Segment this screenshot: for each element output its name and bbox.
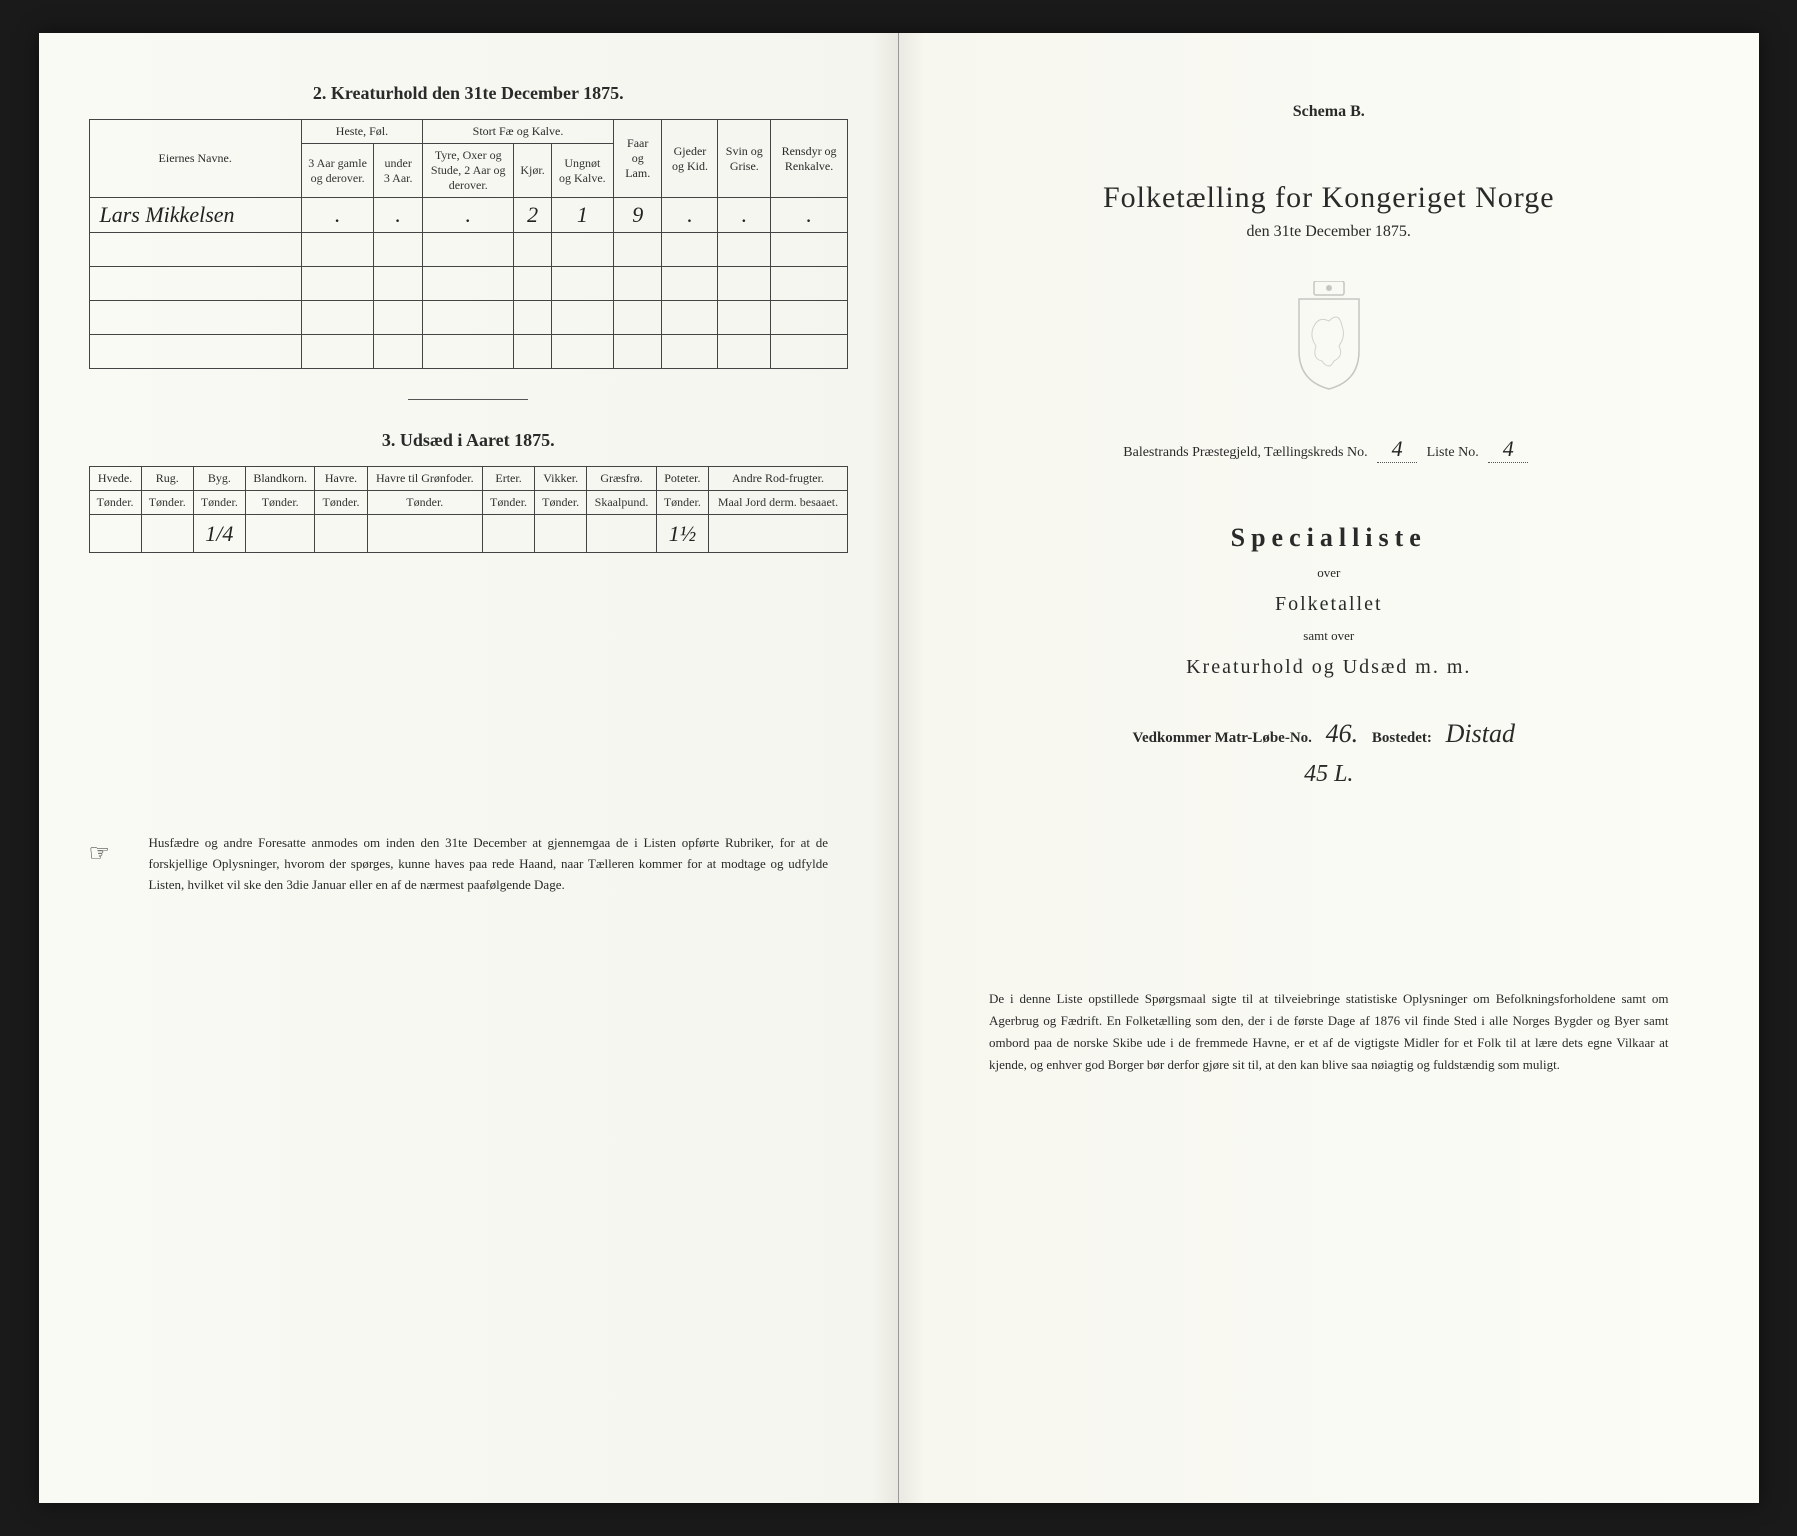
cell <box>708 515 847 553</box>
schema-label: Schema B. <box>949 103 1709 121</box>
table-header-row: Eiernes Navne. Heste, Føl. Stort Fæ og K… <box>89 120 848 144</box>
unit: Tønder. <box>193 491 245 515</box>
unit: Tønder. <box>535 491 587 515</box>
table-row <box>89 301 848 335</box>
cell: . <box>301 198 373 233</box>
sub-cattle-2: Kjør. <box>514 144 551 198</box>
section2-title: 2. Kreaturhold den 31te December 1875. <box>89 83 849 104</box>
cell: . <box>662 198 718 233</box>
sub-cattle-1: Tyre, Oxer og Stude, 2 Aar og derover. <box>423 144 514 198</box>
col: Havre til Grønfoder. <box>367 467 482 491</box>
district-prefix: Balestrands Præstegjeld, Tællingskreds N… <box>1123 445 1367 460</box>
district-no: 4 <box>1377 436 1417 463</box>
bosted-label: Bostedet: <box>1372 730 1432 746</box>
pointing-hand-icon: ☞ <box>89 835 111 873</box>
cell <box>587 515 657 553</box>
col: Rug. <box>141 467 193 491</box>
matr-value: 46. <box>1326 719 1359 748</box>
unit: Maal Jord derm. besaaet. <box>708 491 847 515</box>
cell <box>315 515 367 553</box>
document-scan: 2. Kreaturhold den 31te December 1875. E… <box>39 33 1759 1503</box>
coat-of-arms-icon <box>949 281 1709 396</box>
specialliste-title: Specialliste <box>949 523 1709 553</box>
table-header-row: Hvede. Rug. Byg. Blandkorn. Havre. Havre… <box>89 467 848 491</box>
unit: Tønder. <box>141 491 193 515</box>
matr-label: Vedkommer Matr-Løbe-No. <box>1132 730 1311 746</box>
col: Andre Rod-frugter. <box>708 467 847 491</box>
kreatur-label: Kreaturhold og Udsæd m. m. <box>949 656 1709 679</box>
bosted-value: Distad <box>1446 719 1515 748</box>
cell: . <box>374 198 423 233</box>
right-footnote: De i denne Liste opstillede Spørgsmaal s… <box>949 988 1709 1076</box>
col-owner-name: Eiernes Navne. <box>89 120 301 198</box>
unit: Tønder. <box>656 491 708 515</box>
cell: 1½ <box>656 515 708 553</box>
table-row: 1/4 1½ <box>89 515 848 553</box>
col: Blandkorn. <box>245 467 315 491</box>
cell <box>535 515 587 553</box>
section3-title: 3. Udsæd i Aaret 1875. <box>89 430 849 451</box>
list-label: Liste No. <box>1427 445 1479 460</box>
subtitle: den 31te December 1875. <box>949 223 1709 241</box>
unit: Tønder. <box>315 491 367 515</box>
left-page: 2. Kreaturhold den 31te December 1875. E… <box>39 33 900 1503</box>
unit: Skaalpund. <box>587 491 657 515</box>
col: Poteter. <box>656 467 708 491</box>
table-row: Lars Mikkelsen . . . 2 1 9 . . . <box>89 198 848 233</box>
cell: . <box>718 198 771 233</box>
cell: 2 <box>514 198 551 233</box>
col: Vikker. <box>535 467 587 491</box>
cell: 1/4 <box>193 515 245 553</box>
left-footnote: ☞ Husfædre og andre Foresatte anmodes om… <box>89 833 849 895</box>
table-row <box>89 233 848 267</box>
cell <box>89 515 141 553</box>
col-pigs: Svin og Grise. <box>718 120 771 198</box>
cell <box>141 515 193 553</box>
col-reindeer: Rensdyr og Renkalve. <box>771 120 848 198</box>
table-row <box>89 267 848 301</box>
over-label: over <box>949 565 1709 581</box>
table-row <box>89 335 848 369</box>
unit: Tønder. <box>367 491 482 515</box>
cell: . <box>771 198 848 233</box>
cell <box>482 515 534 553</box>
owner-name-cell: Lars Mikkelsen <box>89 198 301 233</box>
cell <box>367 515 482 553</box>
cell: 9 <box>613 198 661 233</box>
col: Hvede. <box>89 467 141 491</box>
col: Græsfrø. <box>587 467 657 491</box>
sowing-table: Hvede. Rug. Byg. Blandkorn. Havre. Havre… <box>89 466 849 553</box>
sub-horses-1: 3 Aar gamle og derover. <box>301 144 373 198</box>
vedkommer-line: Vedkommer Matr-Løbe-No. 46. Bostedet: Di… <box>949 719 1709 749</box>
col: Erter. <box>482 467 534 491</box>
col: Havre. <box>315 467 367 491</box>
sub-horses-2: under 3 Aar. <box>374 144 423 198</box>
cell: . <box>423 198 514 233</box>
col-group-horses: Heste, Føl. <box>301 120 422 144</box>
unit: Tønder. <box>482 491 534 515</box>
livestock-table: Eiernes Navne. Heste, Føl. Stort Fæ og K… <box>89 119 849 369</box>
unit: Tønder. <box>245 491 315 515</box>
cell <box>245 515 315 553</box>
sub-cattle-3: Ungnøt og Kalve. <box>551 144 613 198</box>
footnote-text: Husfædre og andre Foresatte anmodes om i… <box>149 835 829 892</box>
samt-label: samt over <box>949 628 1709 644</box>
unit: Tønder. <box>89 491 141 515</box>
right-page: Schema B. Folketælling for Kongeriget No… <box>899 33 1759 1503</box>
divider <box>408 399 528 400</box>
col: Byg. <box>193 467 245 491</box>
district-line: Balestrands Præstegjeld, Tællingskreds N… <box>949 436 1709 463</box>
table-units-row: Tønder. Tønder. Tønder. Tønder. Tønder. … <box>89 491 848 515</box>
col-sheep: Faar og Lam. <box>613 120 661 198</box>
vedkommer-sub: 45 L. <box>949 761 1709 788</box>
folketallet-label: Folketallet <box>949 593 1709 616</box>
cell: 1 <box>551 198 613 233</box>
col-goats: Gjeder og Kid. <box>662 120 718 198</box>
col-group-cattle: Stort Fæ og Kalve. <box>423 120 614 144</box>
main-title: Folketælling for Kongeriget Norge <box>949 181 1709 215</box>
list-no: 4 <box>1488 436 1528 463</box>
